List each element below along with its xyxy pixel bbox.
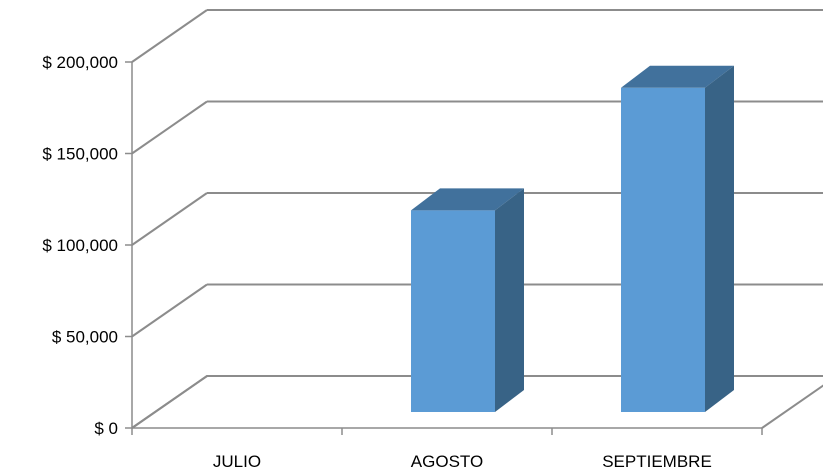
bar-front	[411, 210, 495, 412]
bar	[411, 188, 524, 412]
bar	[621, 65, 734, 412]
x-category-label: JULIO	[213, 452, 261, 471]
bar-top	[411, 188, 524, 211]
x-category-label: SEPTIEMBRE	[602, 452, 712, 471]
y-tick-label: $ 0	[94, 419, 118, 438]
bar-top	[621, 65, 734, 88]
chart-floor	[131, 375, 823, 429]
labels: $ 0 $ 50,000 $ 100,000 $ 150,000 $ 200,000 JU…	[42, 53, 711, 471]
axes	[125, 61, 763, 435]
y-tick-label: $ 50,000	[52, 328, 118, 347]
gridline-diagonal	[131, 100, 208, 155]
bar-side	[705, 65, 734, 412]
bar-front	[621, 87, 705, 412]
y-tick-label: $ 200,000	[42, 53, 118, 72]
bars	[411, 65, 734, 412]
gridline-diagonal	[131, 283, 208, 338]
bar-side	[495, 188, 524, 412]
y-tick-label: $ 150,000	[42, 145, 118, 164]
gridline-diagonal	[131, 192, 208, 246]
y-tick-label: $ 100,000	[42, 236, 118, 255]
x-category-label: AGOSTO	[411, 452, 483, 471]
gridline-diagonal	[131, 9, 208, 63]
floor-right-edge	[761, 384, 823, 429]
floor-back-edge	[131, 375, 823, 429]
